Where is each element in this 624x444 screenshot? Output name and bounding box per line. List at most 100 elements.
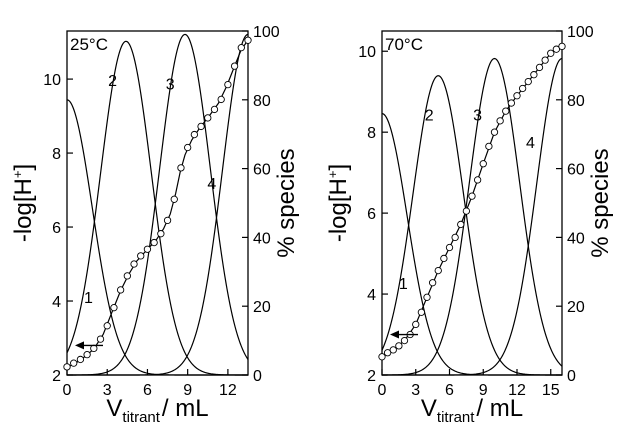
titration-point <box>237 44 245 52</box>
x-tick-label: 9 <box>479 382 488 399</box>
titration-point <box>383 349 392 357</box>
x-tick-label: 3 <box>411 382 420 399</box>
species-curve-4 <box>67 33 249 376</box>
titration-point <box>170 195 178 203</box>
y-left-tick-label: 6 <box>52 220 61 237</box>
titration-point <box>204 114 212 122</box>
titration-point <box>547 49 555 57</box>
titration-point <box>507 99 516 107</box>
y-right-tick-label: 20 <box>567 299 585 316</box>
y-right-tick-label: 80 <box>567 93 585 110</box>
y-left-tick-label: 8 <box>52 146 61 163</box>
y-left-tick-label: 2 <box>52 368 61 385</box>
species-label-4: 4 <box>207 176 216 193</box>
plot-frame <box>381 30 563 376</box>
titration-point <box>552 45 561 53</box>
y-left-axis-title: -log[H+] <box>10 164 37 242</box>
x-tick-label: 6 <box>143 382 152 399</box>
titration-point <box>63 363 71 371</box>
titration-point <box>157 230 165 238</box>
y-left-tick-label: 4 <box>52 294 61 311</box>
y-right-tick-label: 60 <box>253 162 271 179</box>
titration-point <box>440 254 448 263</box>
titration-point <box>473 176 482 184</box>
titration-point <box>110 304 118 312</box>
titration-point <box>434 266 442 275</box>
titration-point <box>90 344 98 353</box>
x-axis-title: Vtitrant/ mL <box>106 395 208 426</box>
left-axis-arrow-head <box>75 341 84 350</box>
titration-point <box>389 346 397 354</box>
titration-point <box>485 142 493 150</box>
species-label-2: 2 <box>425 107 434 124</box>
titration-point <box>535 63 544 72</box>
titration-point <box>462 207 471 215</box>
titration-point <box>541 56 549 64</box>
species-label-3: 3 <box>166 76 175 93</box>
species-label-1: 1 <box>399 276 408 293</box>
y-right-tick-label: 100 <box>253 24 280 41</box>
species-curve-3 <box>381 57 563 376</box>
titration-point <box>468 192 476 200</box>
titration-point <box>137 252 145 260</box>
species-label-4: 4 <box>526 135 535 152</box>
titration-point <box>103 322 111 330</box>
species-curve-2 <box>66 40 248 376</box>
y-right-axis-title: % species <box>587 148 614 257</box>
x-tick-label: 9 <box>183 382 192 399</box>
titration-point <box>143 245 152 253</box>
titration-point <box>163 216 172 225</box>
x-tick-label: 3 <box>103 382 112 399</box>
titration-point <box>217 95 225 104</box>
x-tick-label: 0 <box>63 382 72 399</box>
species-label-3: 3 <box>473 107 482 124</box>
left-axis-arrow-head <box>390 330 399 339</box>
y-left-tick-label: 10 <box>43 72 61 89</box>
titration-point <box>224 80 232 89</box>
titration-point <box>395 342 403 350</box>
titration-point <box>177 164 185 172</box>
titration-point <box>83 351 91 359</box>
titration-point <box>123 272 131 280</box>
y-left-axis-title: -log[H+] <box>325 164 352 242</box>
y-right-tick-label: 60 <box>567 162 585 179</box>
titration-point <box>76 355 85 364</box>
x-tick-label: 15 <box>542 382 560 399</box>
titration-point <box>428 279 437 287</box>
temperature-label: 70°C <box>385 35 423 54</box>
y-right-tick-label: 0 <box>567 368 576 385</box>
titration-point <box>197 122 205 131</box>
x-tick-label: 12 <box>219 382 237 399</box>
y-left-tick-label: 6 <box>367 206 376 223</box>
titration-point <box>518 84 527 93</box>
titration-point <box>417 308 426 316</box>
titration-point <box>116 286 125 294</box>
titration-point <box>244 36 252 44</box>
titration-point <box>130 260 138 268</box>
species-curve-3 <box>67 33 249 376</box>
titration-point <box>496 117 504 125</box>
titration-point <box>451 233 459 242</box>
species-label-2: 2 <box>108 73 117 90</box>
x-axis-title: Vtitrant/ mL <box>421 395 523 426</box>
y-right-tick-label: 40 <box>567 230 585 247</box>
y-left-tick-label: 2 <box>367 368 376 385</box>
titration-point <box>230 62 239 70</box>
titration-point <box>479 160 487 168</box>
titration-point <box>558 42 566 51</box>
titration-point <box>423 293 431 301</box>
titration-point <box>70 359 78 367</box>
titration-point <box>400 336 409 345</box>
y-right-tick-label: 40 <box>253 230 271 247</box>
plot-frame <box>66 30 249 376</box>
y-right-tick-label: 0 <box>253 368 262 385</box>
titration-point <box>530 71 538 79</box>
species-curve-2 <box>381 75 562 376</box>
species-label-1: 1 <box>84 290 93 307</box>
titration-point <box>210 105 219 114</box>
y-right-tick-label: 20 <box>253 299 271 316</box>
titration-fit-curve <box>66 39 249 369</box>
titration-point <box>445 243 454 252</box>
